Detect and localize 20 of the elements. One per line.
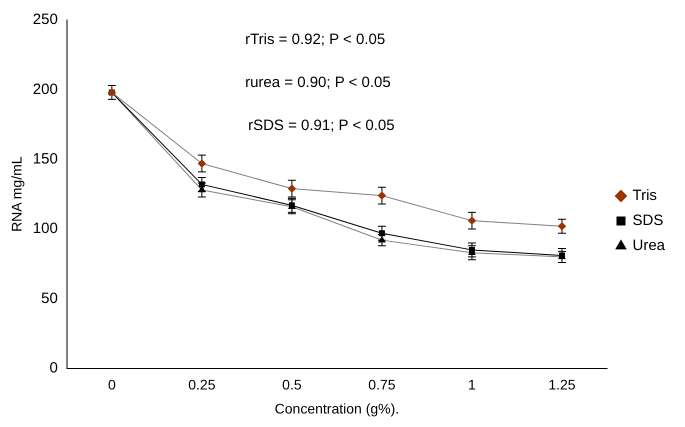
x-tick-label: 0.25 xyxy=(188,376,216,393)
legend-label: Urea xyxy=(632,237,666,254)
annotation: rTris = 0.92; P < 0.05 xyxy=(245,31,386,48)
x-tick-label: 1 xyxy=(468,376,476,393)
y-tick-label: 0 xyxy=(49,360,58,377)
y-tick-label: 250 xyxy=(32,11,58,28)
x-axis-title: Concentration (g%). xyxy=(274,400,400,416)
legend-label: SDS xyxy=(632,212,664,230)
x-tick-label: 0.5 xyxy=(282,376,302,393)
x-tick-label: 0.75 xyxy=(368,376,396,393)
annotation: rSDS = 0.91; P < 0.05 xyxy=(248,117,395,134)
y-tick-label: 150 xyxy=(32,150,58,168)
x-tick-label: 1.25 xyxy=(548,376,576,393)
y-tick-label: 50 xyxy=(41,290,58,307)
legend-label: Tris xyxy=(632,187,657,204)
y-axis-title: RNA mg/mL xyxy=(8,156,24,232)
annotation: rurea = 0.90; P < 0.05 xyxy=(245,74,391,92)
y-tick-label: 200 xyxy=(32,80,58,98)
x-tick-label: 0 xyxy=(108,376,116,393)
y-tick-label: 100 xyxy=(32,220,58,238)
